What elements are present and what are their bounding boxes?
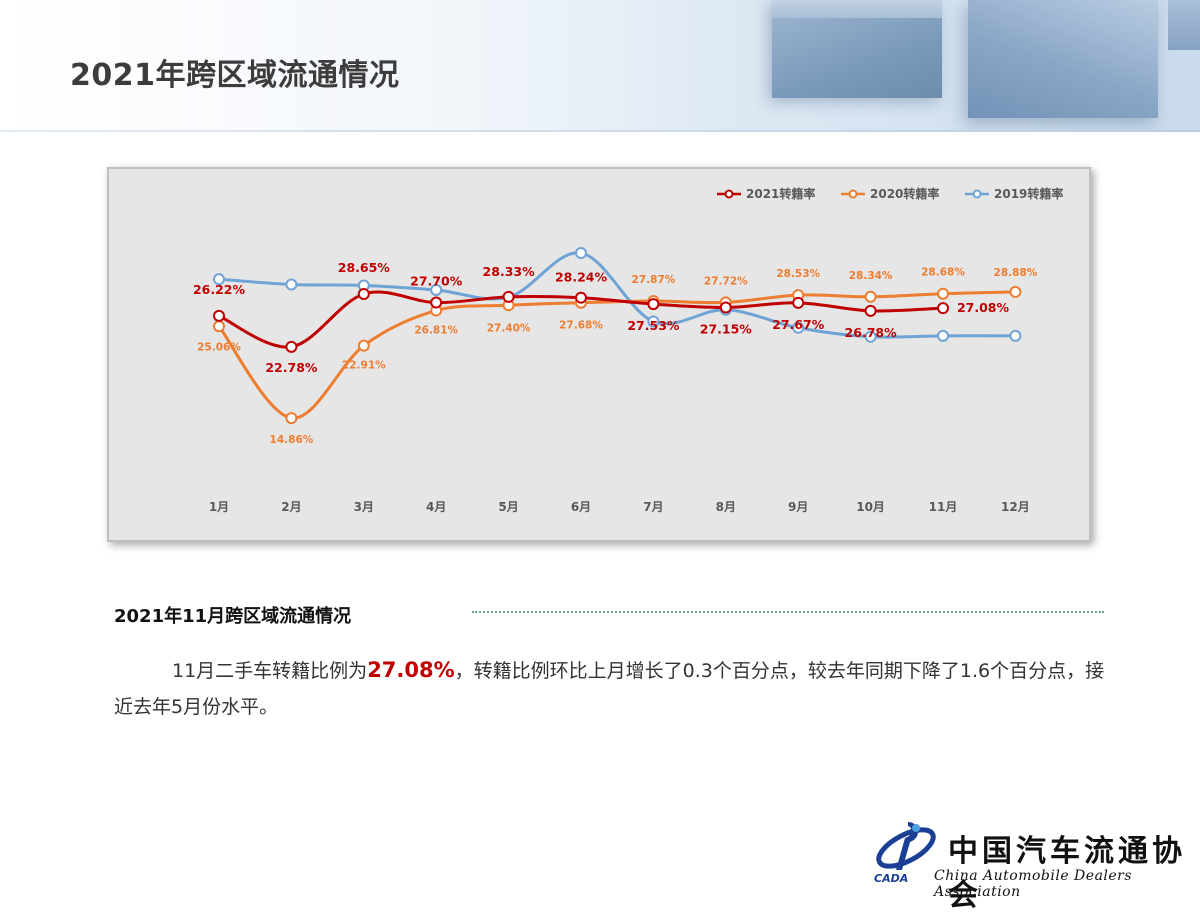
x-tick-label: 3月 xyxy=(354,500,374,514)
summary-text-after: ，转籍比例环比上月增长了0.3个百分点，较去年同期下降了1.6个百分点，接近去年… xyxy=(114,660,1105,718)
data-label: 27.87% xyxy=(632,274,676,286)
data-label: 25.06% xyxy=(197,341,241,353)
data-label: 27.72% xyxy=(704,275,748,287)
cada-emblem-icon xyxy=(876,822,936,870)
data-point xyxy=(937,287,949,300)
data-point xyxy=(864,290,877,303)
data-point xyxy=(647,298,660,311)
data-label: 27.08% xyxy=(957,300,1010,315)
x-tick-label: 5月 xyxy=(498,500,518,514)
x-tick-label: 7月 xyxy=(643,500,663,514)
data-label: 28.34% xyxy=(849,270,893,282)
data-label: 27.70% xyxy=(410,274,463,289)
data-label: 22.91% xyxy=(342,360,386,372)
data-point xyxy=(864,304,877,317)
cada-logo: CADA 中国汽车流通协会 China Automobile Dealers A… xyxy=(872,818,1188,913)
section-title: 2021年11月跨区域流通情况 xyxy=(114,606,352,627)
data-label: 26.22% xyxy=(193,282,246,297)
data-label: 26.81% xyxy=(414,325,458,337)
data-point xyxy=(430,283,443,296)
data-label: 28.88% xyxy=(994,267,1038,279)
summary-highlight-value: 27.08% xyxy=(367,658,455,682)
data-label: 26.78% xyxy=(845,325,898,340)
data-label: 28.53% xyxy=(776,268,820,280)
summary-paragraph: 11月二手车转籍比例为27.08%，转籍比例环比上月增长了0.3个百分点，较去年… xyxy=(114,652,1114,725)
data-label: 28.68% xyxy=(921,267,965,279)
data-label: 27.40% xyxy=(487,322,531,334)
data-point xyxy=(502,290,515,303)
data-point xyxy=(792,296,805,309)
page-title: 2021年跨区域流通情况 xyxy=(70,58,400,93)
chart-frame xyxy=(107,167,1091,542)
x-tick-label: 11月 xyxy=(929,500,958,514)
legend-swatch-marker xyxy=(972,189,982,199)
data-label: 28.24% xyxy=(555,270,608,285)
x-tick-label: 6月 xyxy=(571,500,591,514)
x-tick-label: 4月 xyxy=(426,500,446,514)
legend-swatch-marker xyxy=(848,189,858,199)
data-point xyxy=(213,273,225,286)
data-point xyxy=(1009,285,1022,298)
data-point xyxy=(285,278,298,291)
data-label: 28.65% xyxy=(338,260,391,275)
data-point xyxy=(357,339,370,352)
data-point xyxy=(937,329,949,342)
data-point xyxy=(213,320,225,333)
x-tick-label: 9月 xyxy=(788,500,808,514)
x-tick-label: 8月 xyxy=(716,500,736,514)
data-point xyxy=(864,330,877,343)
header-divider xyxy=(0,130,1200,132)
data-label: 28.33% xyxy=(483,264,536,279)
data-point xyxy=(719,301,732,314)
x-tick-label: 2月 xyxy=(281,500,301,514)
data-point xyxy=(213,309,225,322)
data-label: 27.67% xyxy=(772,317,825,332)
legend-swatch-marker xyxy=(724,189,734,199)
decorative-cube-top xyxy=(772,0,942,18)
data-label: 27.15% xyxy=(700,322,753,337)
header-banner xyxy=(0,0,1200,132)
data-point xyxy=(430,296,443,309)
data-point xyxy=(937,302,949,315)
data-point xyxy=(792,321,805,334)
legend-label: 2019转籍率 xyxy=(994,186,1063,201)
decorative-cube xyxy=(1168,0,1200,50)
data-label: 22.78% xyxy=(265,360,318,375)
dotted-divider xyxy=(472,611,1104,613)
data-point xyxy=(285,340,298,353)
data-point xyxy=(357,288,370,300)
data-point xyxy=(1009,329,1022,342)
transfer-rate-line-chart: 26.22% 22.78% 28.65% 27.70% 28.33% 28.24% 27.5… xyxy=(193,186,1063,514)
x-tick-label: 12月 xyxy=(1001,500,1030,514)
data-label: 27.53% xyxy=(627,318,680,333)
data-label: 14.86% xyxy=(270,434,314,446)
logo-english-name: China Automobile Dealers Association xyxy=(934,868,1133,900)
data-label: 27.68% xyxy=(559,320,603,332)
data-point xyxy=(285,412,298,425)
data-point xyxy=(575,291,587,304)
x-tick-label: 1月 xyxy=(209,500,229,514)
data-point xyxy=(575,247,587,260)
decorative-cube xyxy=(968,0,1158,118)
data-point xyxy=(647,315,660,328)
summary-text-before: 11月二手车转籍比例为 xyxy=(172,660,368,682)
x-tick-label: 10月 xyxy=(856,500,885,514)
logo-abbreviation: CADA xyxy=(874,872,909,885)
legend-label: 2021转籍率 xyxy=(746,186,815,201)
legend-label: 2020转籍率 xyxy=(870,186,939,201)
